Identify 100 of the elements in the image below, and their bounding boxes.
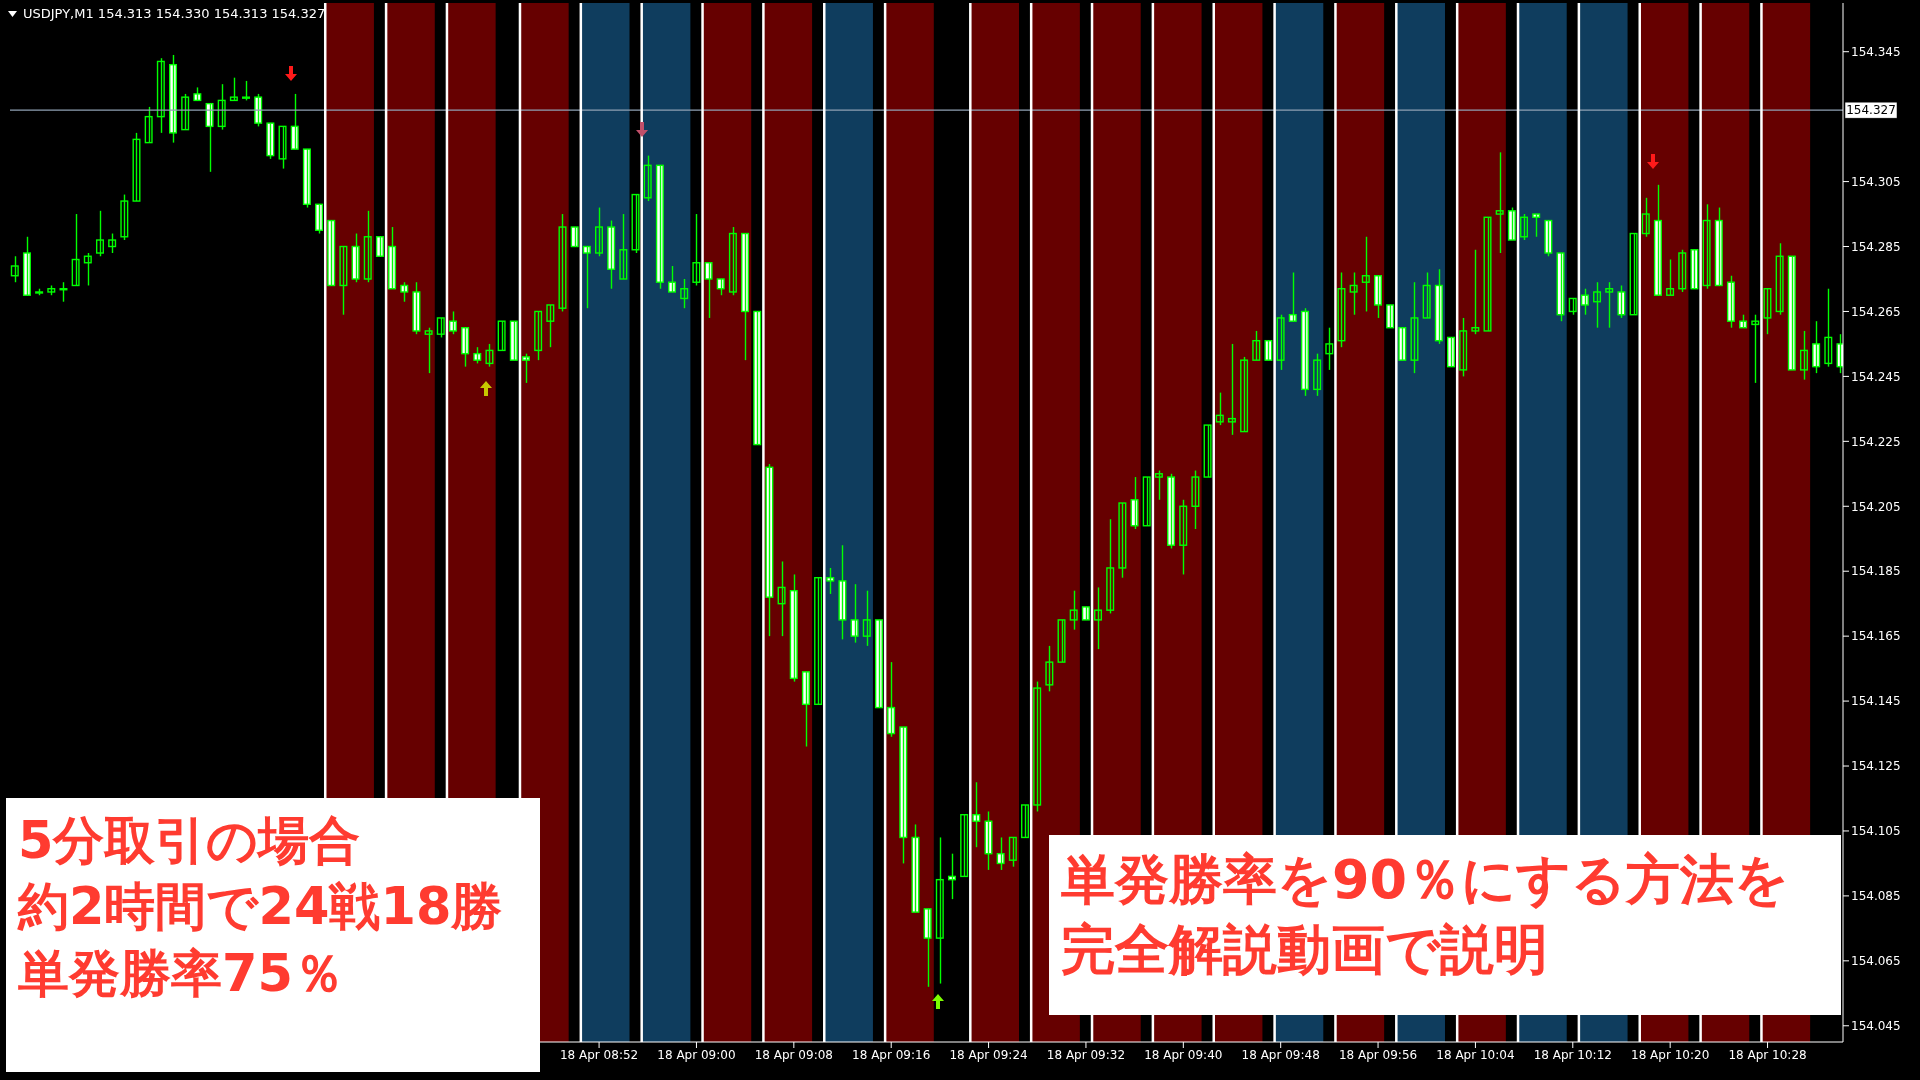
candlestick — [1118, 502, 1127, 579]
candlestick — [1666, 258, 1675, 296]
candlestick — [960, 814, 969, 878]
candlestick — [1288, 271, 1297, 322]
candlestick — [1106, 518, 1115, 615]
candlestick — [1008, 836, 1017, 868]
candlestick — [1191, 469, 1200, 530]
candlestick — [1373, 275, 1382, 319]
y-tick-label: 154.205 — [1851, 499, 1901, 514]
candlestick — [1495, 151, 1504, 254]
x-tick-label: 18 Apr 09:32 — [1046, 1047, 1126, 1062]
y-tick-label: 154.165 — [1851, 629, 1901, 644]
ref-line-label: 154.327 — [1846, 103, 1896, 118]
candlestick — [1337, 271, 1346, 348]
candlestick — [1824, 288, 1833, 368]
candlestick — [1057, 619, 1066, 663]
candlestick — [1459, 317, 1468, 378]
annotation: 単発勝率を90％にする方法を — [1061, 847, 1791, 913]
candlestick — [935, 836, 944, 985]
candlestick — [1069, 589, 1078, 631]
y-tick-label: 154.085 — [1851, 889, 1901, 904]
candlestick — [1410, 281, 1419, 374]
candlestick — [1641, 197, 1650, 238]
x-tick-label: 18 Apr 09:08 — [754, 1047, 833, 1062]
candlestick — [1593, 281, 1602, 329]
candlestick — [1775, 242, 1784, 316]
candlestick — [1605, 281, 1614, 329]
annotation: 完全解説動画で説明 — [1061, 917, 1549, 984]
candlestick — [400, 281, 409, 303]
candlestick — [1349, 271, 1358, 316]
candlestick — [1325, 326, 1334, 371]
candlestick — [1215, 391, 1224, 426]
candlestick — [1751, 314, 1760, 384]
y-tick-label: 154.265 — [1851, 304, 1901, 319]
x-tick-label: 18 Apr 10:20 — [1631, 1047, 1710, 1062]
candlestick — [558, 213, 567, 313]
candlestick — [95, 210, 104, 257]
y-tick-label: 154.245 — [1851, 369, 1901, 384]
candlestick — [1094, 586, 1103, 650]
y-tick-label: 154.185 — [1851, 564, 1901, 579]
x-tick-label: 18 Apr 09:24 — [949, 1047, 1028, 1062]
candlestick — [546, 304, 555, 348]
x-tick-label: 18 Apr 09:48 — [1241, 1047, 1320, 1062]
candlestick — [692, 213, 701, 287]
x-tick-label: 18 Apr 09:56 — [1338, 1047, 1418, 1062]
candlestick — [1276, 314, 1285, 371]
candlestick — [728, 226, 737, 296]
candlestick — [1471, 249, 1480, 335]
y-tick-label: 154.305 — [1851, 174, 1901, 189]
y-tick-label: 154.065 — [1851, 954, 1901, 969]
x-tick-label: 18 Apr 10:04 — [1436, 1047, 1515, 1062]
candlestick — [278, 125, 287, 170]
candlestick — [71, 213, 80, 287]
candlestick — [363, 210, 372, 283]
candlestick — [619, 213, 628, 280]
candlestick — [680, 278, 689, 309]
chart-title: USDJPY,M1 154.313 154.330 154.313 154.327 — [23, 6, 326, 21]
candlestick — [1520, 213, 1529, 241]
candlestick — [1021, 804, 1029, 839]
candlestick — [850, 583, 859, 644]
x-tick-label: 18 Apr 09:40 — [1144, 1047, 1223, 1062]
candlestick — [643, 154, 652, 202]
y-tick-label: 154.105 — [1851, 824, 1901, 839]
candlestick — [10, 255, 19, 283]
y-tick-label: 154.145 — [1851, 694, 1901, 709]
candlestick — [497, 320, 506, 352]
candlestick — [631, 193, 640, 254]
candlestick — [1227, 343, 1236, 436]
annotation: 5分取引の場合 — [18, 810, 362, 872]
candlestick — [339, 245, 348, 316]
candlestick — [132, 132, 141, 202]
candlestick — [436, 317, 445, 339]
candlestick — [777, 560, 786, 637]
candlestick — [814, 577, 823, 706]
candlestick — [181, 93, 190, 131]
candlestick — [242, 80, 251, 102]
y-tick-label: 154.285 — [1851, 239, 1901, 254]
candlestick — [1313, 352, 1322, 397]
candlestick — [1799, 330, 1808, 381]
candlestick — [1361, 236, 1370, 313]
candlestick — [1532, 213, 1541, 238]
y-tick-label: 154.125 — [1851, 759, 1901, 774]
annotation: 約2時間で24戦18勝 — [18, 876, 504, 939]
x-tick-label: 18 Apr 10:12 — [1533, 1047, 1612, 1062]
y-tick-label: 154.045 — [1851, 1019, 1901, 1034]
candlestick — [1787, 255, 1796, 371]
candlestick — [1045, 645, 1054, 693]
annotation: 単発勝率75％ — [18, 942, 345, 1005]
candlestick — [217, 83, 226, 131]
x-tick-label: 18 Apr 10:28 — [1728, 1047, 1807, 1062]
x-tick-label: 18 Apr 09:16 — [852, 1047, 931, 1062]
candlestick — [108, 232, 117, 254]
candlestick — [1763, 288, 1772, 335]
candlestick — [1422, 271, 1431, 319]
candlestick — [1142, 476, 1151, 527]
candlestick — [120, 193, 129, 241]
candlestick — [1702, 203, 1711, 290]
y-tick-label: 154.345 — [1851, 44, 1901, 59]
candlestick — [862, 589, 871, 647]
candlestick — [485, 343, 494, 368]
